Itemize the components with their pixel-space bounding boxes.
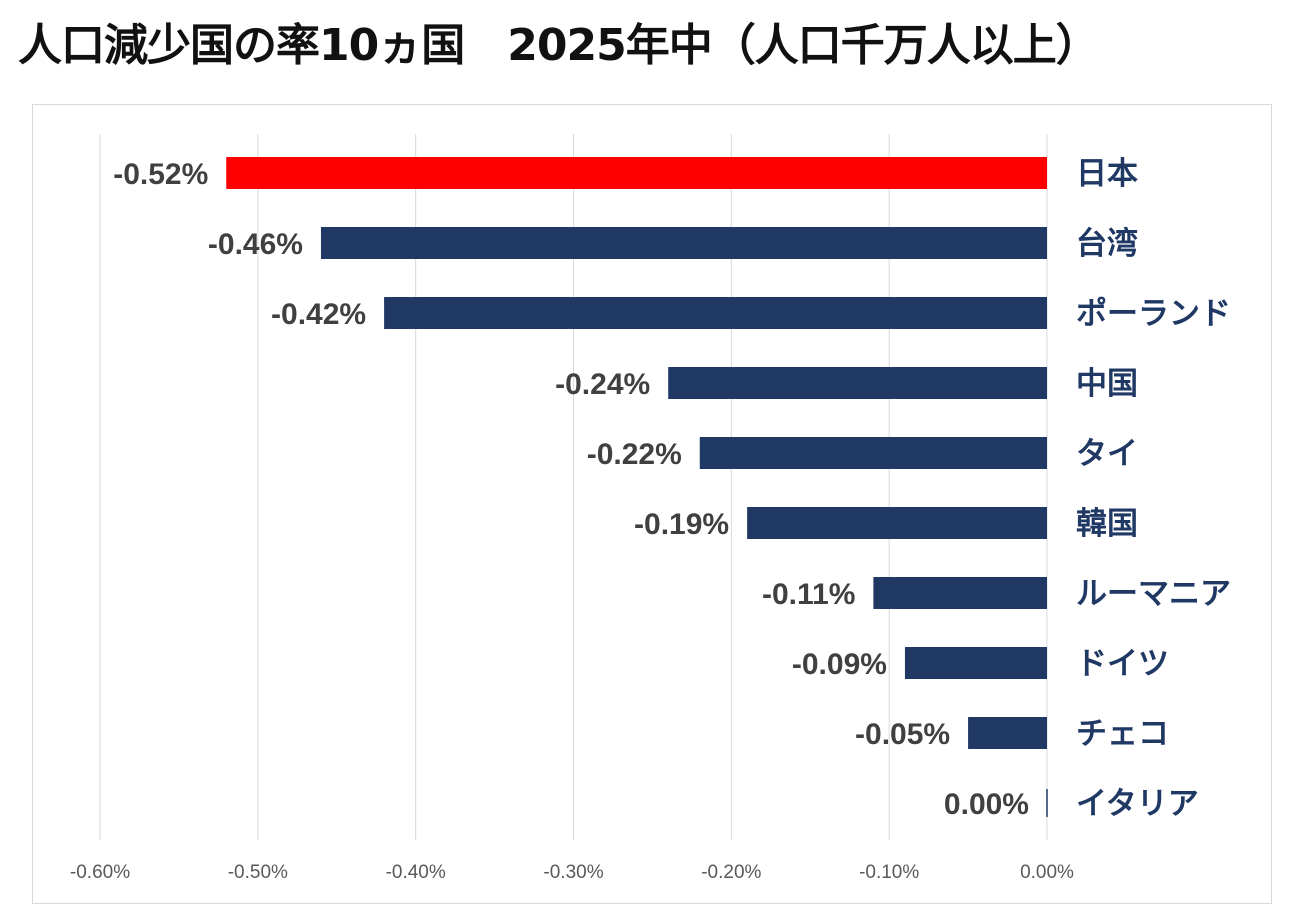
data-labels: -0.52% -0.46% -0.42% -0.24% -0.22% -0.19% -0.1… (113, 158, 1029, 821)
category-label: 韓国 (1076, 506, 1138, 542)
data-label: -0.22% (587, 438, 682, 471)
x-tick-labels: -0.60% -0.50% -0.40% -0.30% -0.20% -0.10% 0.00… (70, 862, 1074, 883)
x-tick-label: -0.60% (70, 862, 130, 883)
category-label: チェコ (1076, 716, 1169, 752)
bar (320, 227, 1047, 259)
category-label: 日本 (1076, 156, 1138, 192)
category-label: イタリア (1076, 786, 1199, 822)
chart-title: 人口減少国の率10ヵ国 2025年中（人口千万人以上） (18, 20, 1100, 71)
x-tick-label: -0.50% (228, 862, 288, 883)
bar (226, 157, 1047, 189)
x-tick-label: -0.10% (859, 862, 919, 883)
category-label: ルーマニア (1076, 576, 1231, 612)
category-label: 台湾 (1076, 226, 1138, 262)
category-label: 中国 (1076, 366, 1138, 402)
data-label: -0.19% (634, 508, 729, 541)
bar (968, 717, 1047, 749)
data-label: -0.42% (271, 298, 366, 331)
data-label: 0.00% (944, 788, 1029, 821)
x-tick-label: -0.20% (701, 862, 761, 883)
x-tick-label: -0.40% (386, 862, 446, 883)
data-label: -0.09% (792, 648, 887, 681)
category-label: ドイツ (1076, 646, 1169, 682)
x-tick-label: -0.30% (543, 862, 603, 883)
bar (873, 577, 1047, 609)
data-label: -0.52% (113, 158, 208, 191)
bar (668, 367, 1047, 399)
data-label: -0.11% (762, 578, 855, 611)
data-label: -0.46% (208, 228, 303, 261)
x-tick-label: 0.00% (1020, 862, 1074, 883)
bar (747, 507, 1047, 539)
data-label: -0.05% (855, 718, 950, 751)
category-label: タイ (1076, 436, 1138, 472)
bar (384, 297, 1048, 329)
bar (699, 437, 1047, 469)
bars (226, 157, 1048, 817)
category-label: ポーランド (1076, 296, 1231, 332)
bar (904, 647, 1047, 679)
data-label: -0.24% (555, 368, 650, 401)
